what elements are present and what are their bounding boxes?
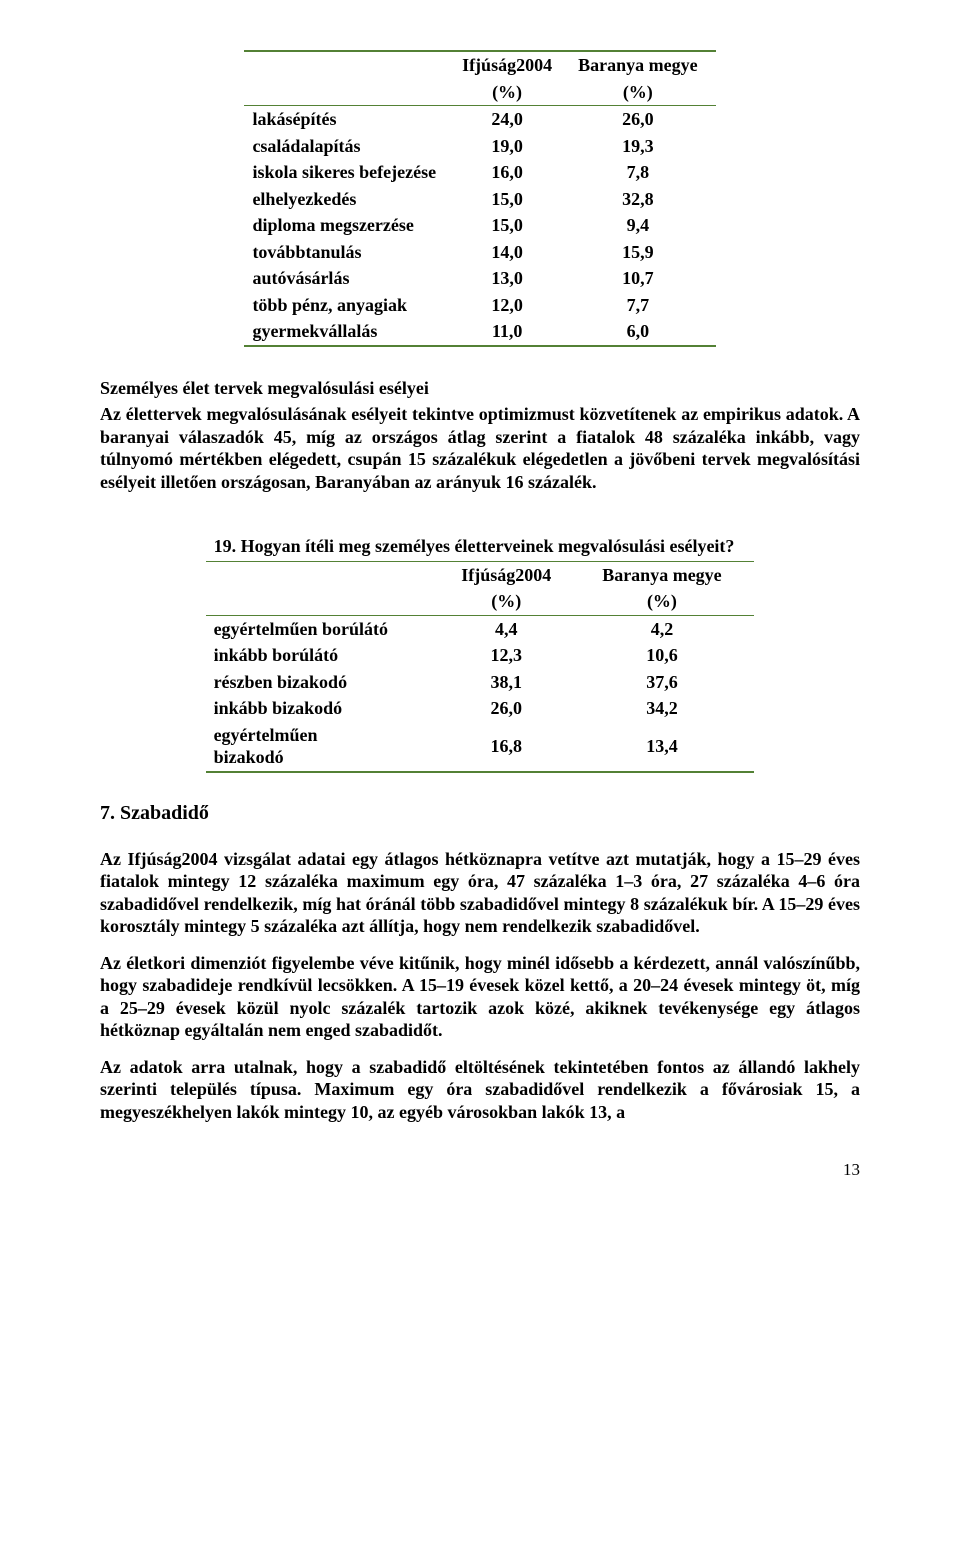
row-label: iskola sikeres befejezése bbox=[244, 159, 454, 186]
table2-subheader-1: (%) bbox=[443, 588, 581, 615]
row-label: elhelyezkedés bbox=[244, 186, 454, 213]
table-row: elhelyezkedés 15,0 32,8 bbox=[244, 186, 715, 213]
row-label: egyértelműen borúlátó bbox=[206, 615, 443, 642]
paragraph-1: Az élettervek megvalósulásának esélyeit … bbox=[100, 403, 860, 493]
row-value: 16,0 bbox=[454, 159, 570, 186]
table2-header-1: Ifjúság2004 bbox=[443, 561, 581, 588]
table-row: részben bizakodó 38,1 37,6 bbox=[206, 669, 755, 696]
row-value: 10,7 bbox=[570, 265, 715, 292]
row-value: 14,0 bbox=[454, 239, 570, 266]
table1-subheader-2: (%) bbox=[570, 79, 715, 106]
row-value: 19,0 bbox=[454, 133, 570, 160]
row-value: 19,3 bbox=[570, 133, 715, 160]
table1-header-2: Baranya megye bbox=[570, 51, 715, 79]
row-value: 15,9 bbox=[570, 239, 715, 266]
row-value: 4,4 bbox=[443, 615, 581, 642]
row-label: gyermekvállalás bbox=[244, 318, 454, 346]
table1-subheader-1: (%) bbox=[454, 79, 570, 106]
row-value: 12,3 bbox=[443, 642, 581, 669]
row-label: diploma megszerzése bbox=[244, 212, 454, 239]
row-value: 37,6 bbox=[581, 669, 754, 696]
row-value: 13,4 bbox=[581, 722, 754, 771]
table-row: inkább borúlátó 12,3 10,6 bbox=[206, 642, 755, 669]
row-value: 7,7 bbox=[570, 292, 715, 319]
row-label: családalapítás bbox=[244, 133, 454, 160]
paragraph-4: Az adatok arra utalnak, hogy a szabadidő… bbox=[100, 1056, 860, 1124]
row-label: továbbtanulás bbox=[244, 239, 454, 266]
row-value: 34,2 bbox=[581, 695, 754, 722]
table-row: egyértelműenbizakodó 16,8 13,4 bbox=[206, 722, 755, 771]
table-row: gyermekvállalás 11,0 6,0 bbox=[244, 318, 715, 346]
row-value: 15,0 bbox=[454, 186, 570, 213]
row-value: 24,0 bbox=[454, 106, 570, 133]
table-assessment: 19. Hogyan ítéli meg személyes életterve… bbox=[206, 533, 755, 773]
row-label: lakásépítés bbox=[244, 106, 454, 133]
table2-header-2: Baranya megye bbox=[581, 561, 754, 588]
row-value: 15,0 bbox=[454, 212, 570, 239]
table-row: továbbtanulás 14,0 15,9 bbox=[244, 239, 715, 266]
row-label: inkább bizakodó bbox=[206, 695, 443, 722]
row-value: 16,8 bbox=[443, 722, 581, 771]
subheading-personal-plans: Személyes élet tervek megvalósulási esél… bbox=[100, 377, 860, 400]
row-value: 32,8 bbox=[570, 186, 715, 213]
row-value: 12,0 bbox=[454, 292, 570, 319]
table-row: családalapítás 19,0 19,3 bbox=[244, 133, 715, 160]
table-row: több pénz, anyagiak 12,0 7,7 bbox=[244, 292, 715, 319]
section-heading-free-time: 7. Szabadidő bbox=[100, 801, 860, 826]
row-label: több pénz, anyagiak bbox=[244, 292, 454, 319]
table2-subheader-2: (%) bbox=[581, 588, 754, 615]
table-row: inkább bizakodó 26,0 34,2 bbox=[206, 695, 755, 722]
paragraph-2: Az Ifjúság2004 vizsgálat adatai egy átla… bbox=[100, 848, 860, 938]
table-row: egyértelműen borúlátó 4,4 4,2 bbox=[206, 615, 755, 642]
table-row: autóvásárlás 13,0 10,7 bbox=[244, 265, 715, 292]
row-label: autóvásárlás bbox=[244, 265, 454, 292]
row-value: 4,2 bbox=[581, 615, 754, 642]
table1-header-1: Ifjúság2004 bbox=[454, 51, 570, 79]
row-label: inkább borúlátó bbox=[206, 642, 443, 669]
paragraph-3: Az életkori dimenziót figyelembe véve ki… bbox=[100, 952, 860, 1042]
row-value: 38,1 bbox=[443, 669, 581, 696]
row-value: 13,0 bbox=[454, 265, 570, 292]
table-row: iskola sikeres befejezése 16,0 7,8 bbox=[244, 159, 715, 186]
page-number: 13 bbox=[100, 1159, 860, 1180]
row-value: 26,0 bbox=[570, 106, 715, 133]
row-value: 6,0 bbox=[570, 318, 715, 346]
row-value: 26,0 bbox=[443, 695, 581, 722]
row-value: 10,6 bbox=[581, 642, 754, 669]
table-life-plans: Ifjúság2004 Baranya megye (%) (%) lakásé… bbox=[244, 50, 715, 347]
row-value: 7,8 bbox=[570, 159, 715, 186]
row-value: 9,4 bbox=[570, 212, 715, 239]
row-label: egyértelműenbizakodó bbox=[206, 722, 443, 771]
table-row: diploma megszerzése 15,0 9,4 bbox=[244, 212, 715, 239]
table2-caption: 19. Hogyan ítéli meg személyes életterve… bbox=[206, 533, 755, 561]
row-label: részben bizakodó bbox=[206, 669, 443, 696]
table-row: lakásépítés 24,0 26,0 bbox=[244, 106, 715, 133]
row-value: 11,0 bbox=[454, 318, 570, 346]
